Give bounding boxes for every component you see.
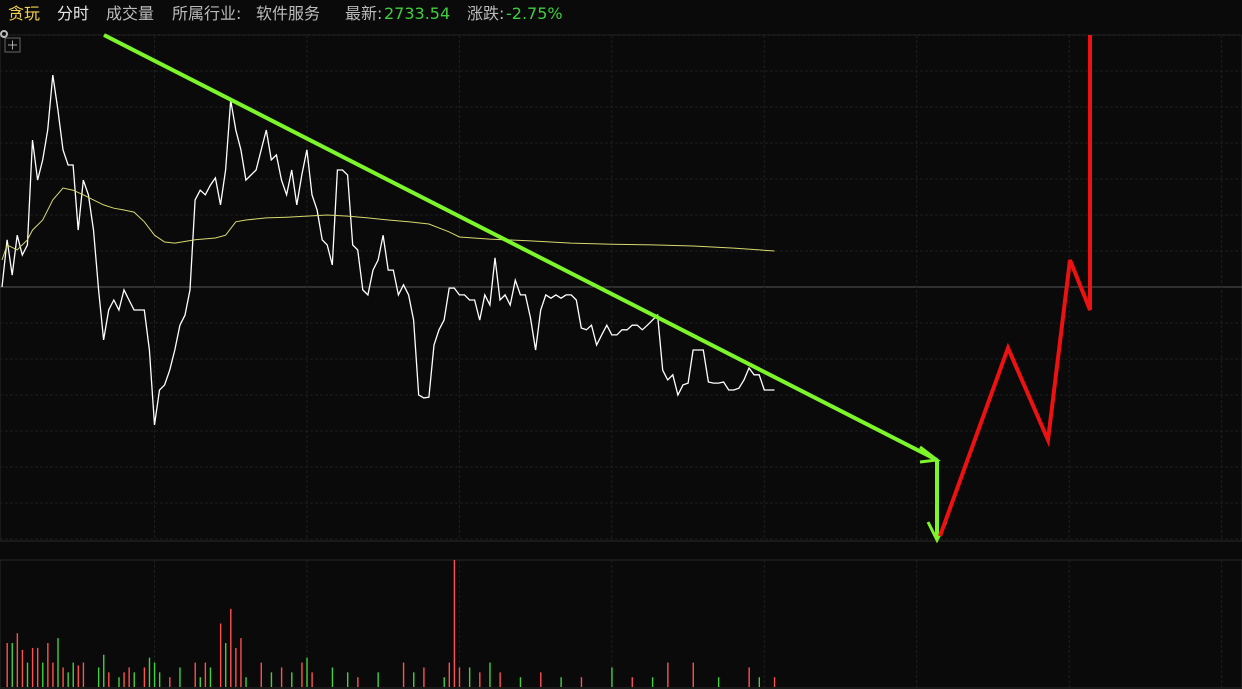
- volume-bar: [169, 677, 171, 687]
- volume-bar: [72, 662, 74, 687]
- volume-bar: [194, 662, 196, 687]
- volume-bar: [748, 667, 750, 687]
- stock-name[interactable]: 贪玩: [8, 4, 41, 23]
- volume-bar: [260, 662, 262, 687]
- volume-bar: [413, 672, 415, 687]
- volume-bar: [230, 608, 232, 687]
- volume-bar: [11, 643, 13, 687]
- volume-bar: [62, 667, 64, 687]
- volume-bar: [143, 667, 146, 687]
- volume-bar: [580, 677, 583, 687]
- volume-bar: [489, 662, 491, 687]
- volume-bar: [31, 647, 34, 687]
- price-line: [1, 74, 775, 425]
- volume-bar: [209, 667, 212, 687]
- volume-panel: [0, 559, 1242, 689]
- volume-bar: [758, 677, 761, 687]
- industry: 软件服务: [256, 4, 321, 23]
- volume-bar: [179, 667, 181, 687]
- volume-bar: [692, 662, 694, 687]
- volume-bar: [560, 677, 562, 687]
- volume-bar: [346, 672, 349, 687]
- volume-bar: [717, 677, 720, 687]
- volume-bar: [377, 672, 379, 687]
- volume-bar: [651, 677, 654, 687]
- volume-bar: [77, 665, 80, 687]
- volume-bar: [108, 672, 110, 687]
- volume-bar: [280, 667, 283, 687]
- latest-value: 2733.54: [384, 4, 451, 23]
- volume-bar: [42, 662, 44, 687]
- volume-bar: [36, 647, 39, 687]
- volume-bar: [158, 672, 161, 687]
- volume-bar: [331, 667, 334, 687]
- volume-bar: [57, 638, 59, 687]
- volume-bar: [21, 649, 24, 687]
- volume-bar: [67, 672, 69, 687]
- volume-bar: [6, 643, 8, 687]
- latest-label: 最新:: [345, 4, 383, 23]
- volume-bar: [357, 677, 359, 687]
- volume-bar: [225, 643, 227, 687]
- volume-bar: [631, 677, 633, 687]
- tab[interactable]: 成交量: [106, 4, 155, 23]
- volume-bar: [448, 662, 451, 687]
- volume-bar: [52, 662, 54, 687]
- volume-bar: [16, 633, 19, 687]
- volume-bar: [153, 662, 156, 687]
- volume-bar: [270, 672, 273, 687]
- price-panel: [0, 34, 1242, 542]
- volume-bar: [540, 672, 542, 687]
- volume-bar: [402, 662, 405, 687]
- volume-bar: [519, 677, 522, 687]
- volume-bar: [123, 672, 125, 687]
- add-icon: [8, 40, 17, 50]
- volume-bar: [773, 677, 776, 687]
- volume-bar: [82, 662, 85, 687]
- volume-bar: [128, 667, 130, 687]
- change-value: -2.75%: [506, 4, 563, 23]
- volume-bar: [204, 662, 207, 687]
- volume-bar: [301, 662, 303, 687]
- volume-bar: [103, 654, 105, 687]
- volume-bar: [245, 677, 247, 687]
- volume-bar: [453, 560, 456, 687]
- volume-bar: [311, 672, 313, 687]
- volume-bar: [235, 647, 237, 687]
- trend-arrow: [103, 33, 938, 462]
- volume-bar: [306, 657, 308, 687]
- annotation: [103, 33, 1092, 544]
- volume-bar: [468, 667, 471, 687]
- volume-bar: [118, 677, 120, 687]
- volume-bar: [499, 672, 501, 687]
- change-label: 涨跌:: [467, 4, 505, 23]
- volume-bar: [479, 672, 481, 687]
- industry-label: 所属行业:: [172, 4, 242, 23]
- volume-bar: [443, 677, 445, 687]
- volume-bar: [219, 623, 222, 687]
- volume-bar: [611, 667, 613, 687]
- volume-bar: [423, 667, 425, 687]
- volume-bar: [47, 643, 49, 687]
- volume-bar: [199, 677, 201, 687]
- volume-bar: [26, 662, 29, 687]
- volume-bar: [667, 662, 669, 687]
- add-button[interactable]: [4, 37, 21, 53]
- volume-bar: [148, 657, 151, 687]
- volume-bar: [133, 672, 135, 687]
- tab[interactable]: 分时: [57, 4, 90, 23]
- settings-icon[interactable]: [0, 30, 8, 38]
- volume-bar: [240, 638, 242, 687]
- rebound-zigzag: [938, 35, 1092, 537]
- volume-bar: [458, 667, 461, 687]
- volume-bar: [97, 667, 100, 687]
- volume-bar: [291, 672, 293, 687]
- price-line: [1, 187, 775, 261]
